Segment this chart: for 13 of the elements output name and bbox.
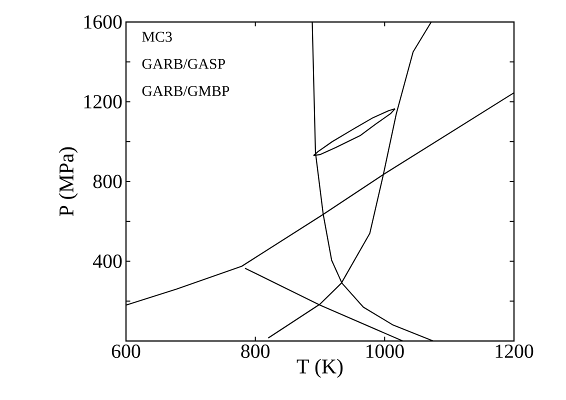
x-tick-label: 800 (241, 344, 270, 358)
x-axis-title: T (K) (296, 358, 343, 378)
y-tick-label: 1600 (84, 15, 122, 29)
x-tick-label: 1200 (496, 344, 534, 358)
y-tick-label: 800 (93, 174, 122, 188)
annotation: GARB/GASP (142, 58, 225, 69)
annotation: GARB/GMBP (142, 86, 230, 96)
x-tick-label: 600 (112, 344, 140, 358)
y-axis-title: P (MPa) (58, 147, 78, 216)
annotation: MC3 (142, 32, 172, 42)
x-tick-label: 1000 (366, 344, 404, 358)
y-tick-label: 400 (92, 254, 122, 268)
y-tick-label: 1200 (84, 95, 122, 108)
